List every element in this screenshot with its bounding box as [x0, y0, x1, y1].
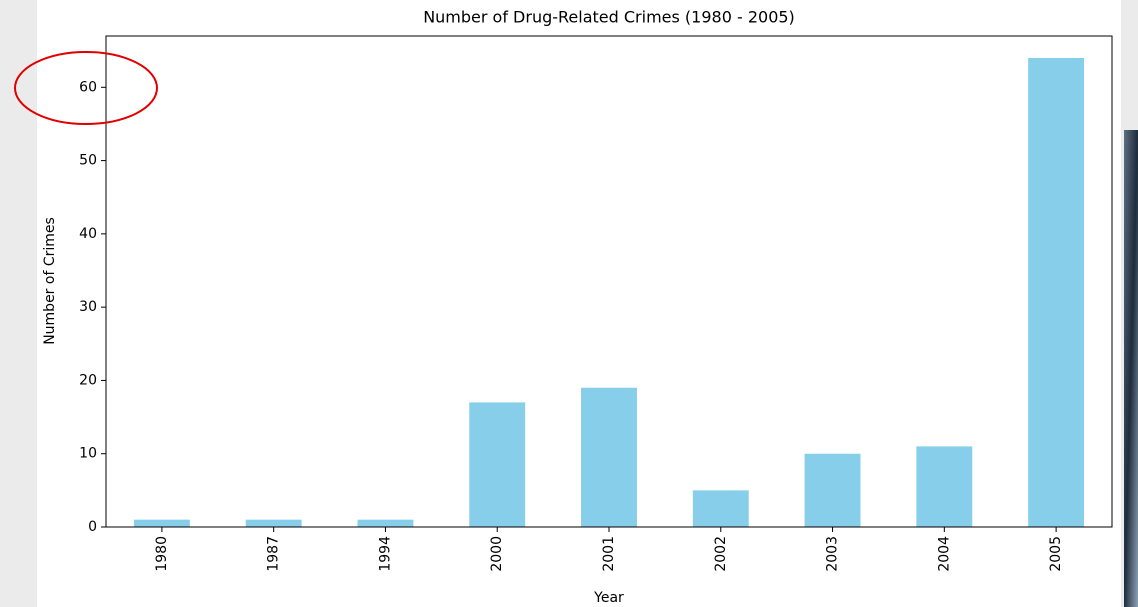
- bar: [1028, 57, 1085, 527]
- plot-area: 0 10 20 30 40 50 60 1980 1987 1994 2000 2001 2002 200…: [79, 57, 1085, 572]
- x-tick-label: 1980: [154, 536, 170, 572]
- bar: [916, 446, 973, 527]
- x-tick-label: 1987: [266, 536, 282, 572]
- y-tick-label: 40: [79, 226, 97, 242]
- x-tick-label: 2005: [1048, 536, 1064, 572]
- bar: [133, 519, 190, 527]
- bar: [804, 453, 861, 527]
- y-tick-label: 30: [79, 299, 97, 315]
- bar: [581, 387, 637, 527]
- x-tick-label: 2002: [713, 536, 729, 572]
- x-tick-label: 2003: [825, 536, 841, 572]
- x-tick-label: 1994: [377, 536, 393, 572]
- bar: [692, 490, 749, 527]
- y-axis-label: Number of Crimes: [42, 217, 58, 345]
- side-image: [1124, 130, 1138, 607]
- bar: [245, 519, 302, 527]
- x-tick-label: 2001: [601, 536, 617, 572]
- y-tick-label: 60: [79, 79, 97, 95]
- plot-frame: [105, 35, 1113, 528]
- x-tick-label: 2000: [489, 536, 505, 572]
- bar: [357, 519, 414, 527]
- y-tick-label: 10: [79, 446, 97, 462]
- x-axis-label: Year: [593, 590, 624, 606]
- y-tick-label: 50: [79, 153, 97, 169]
- annotation-circle: [14, 51, 158, 125]
- chart-title: Number of Drug-Related Crimes (1980 - 20…: [423, 8, 795, 27]
- x-tick-label: 2004: [936, 536, 952, 572]
- bar: [469, 402, 526, 527]
- y-tick-label: 20: [79, 372, 97, 388]
- y-tick-label: 0: [88, 519, 97, 535]
